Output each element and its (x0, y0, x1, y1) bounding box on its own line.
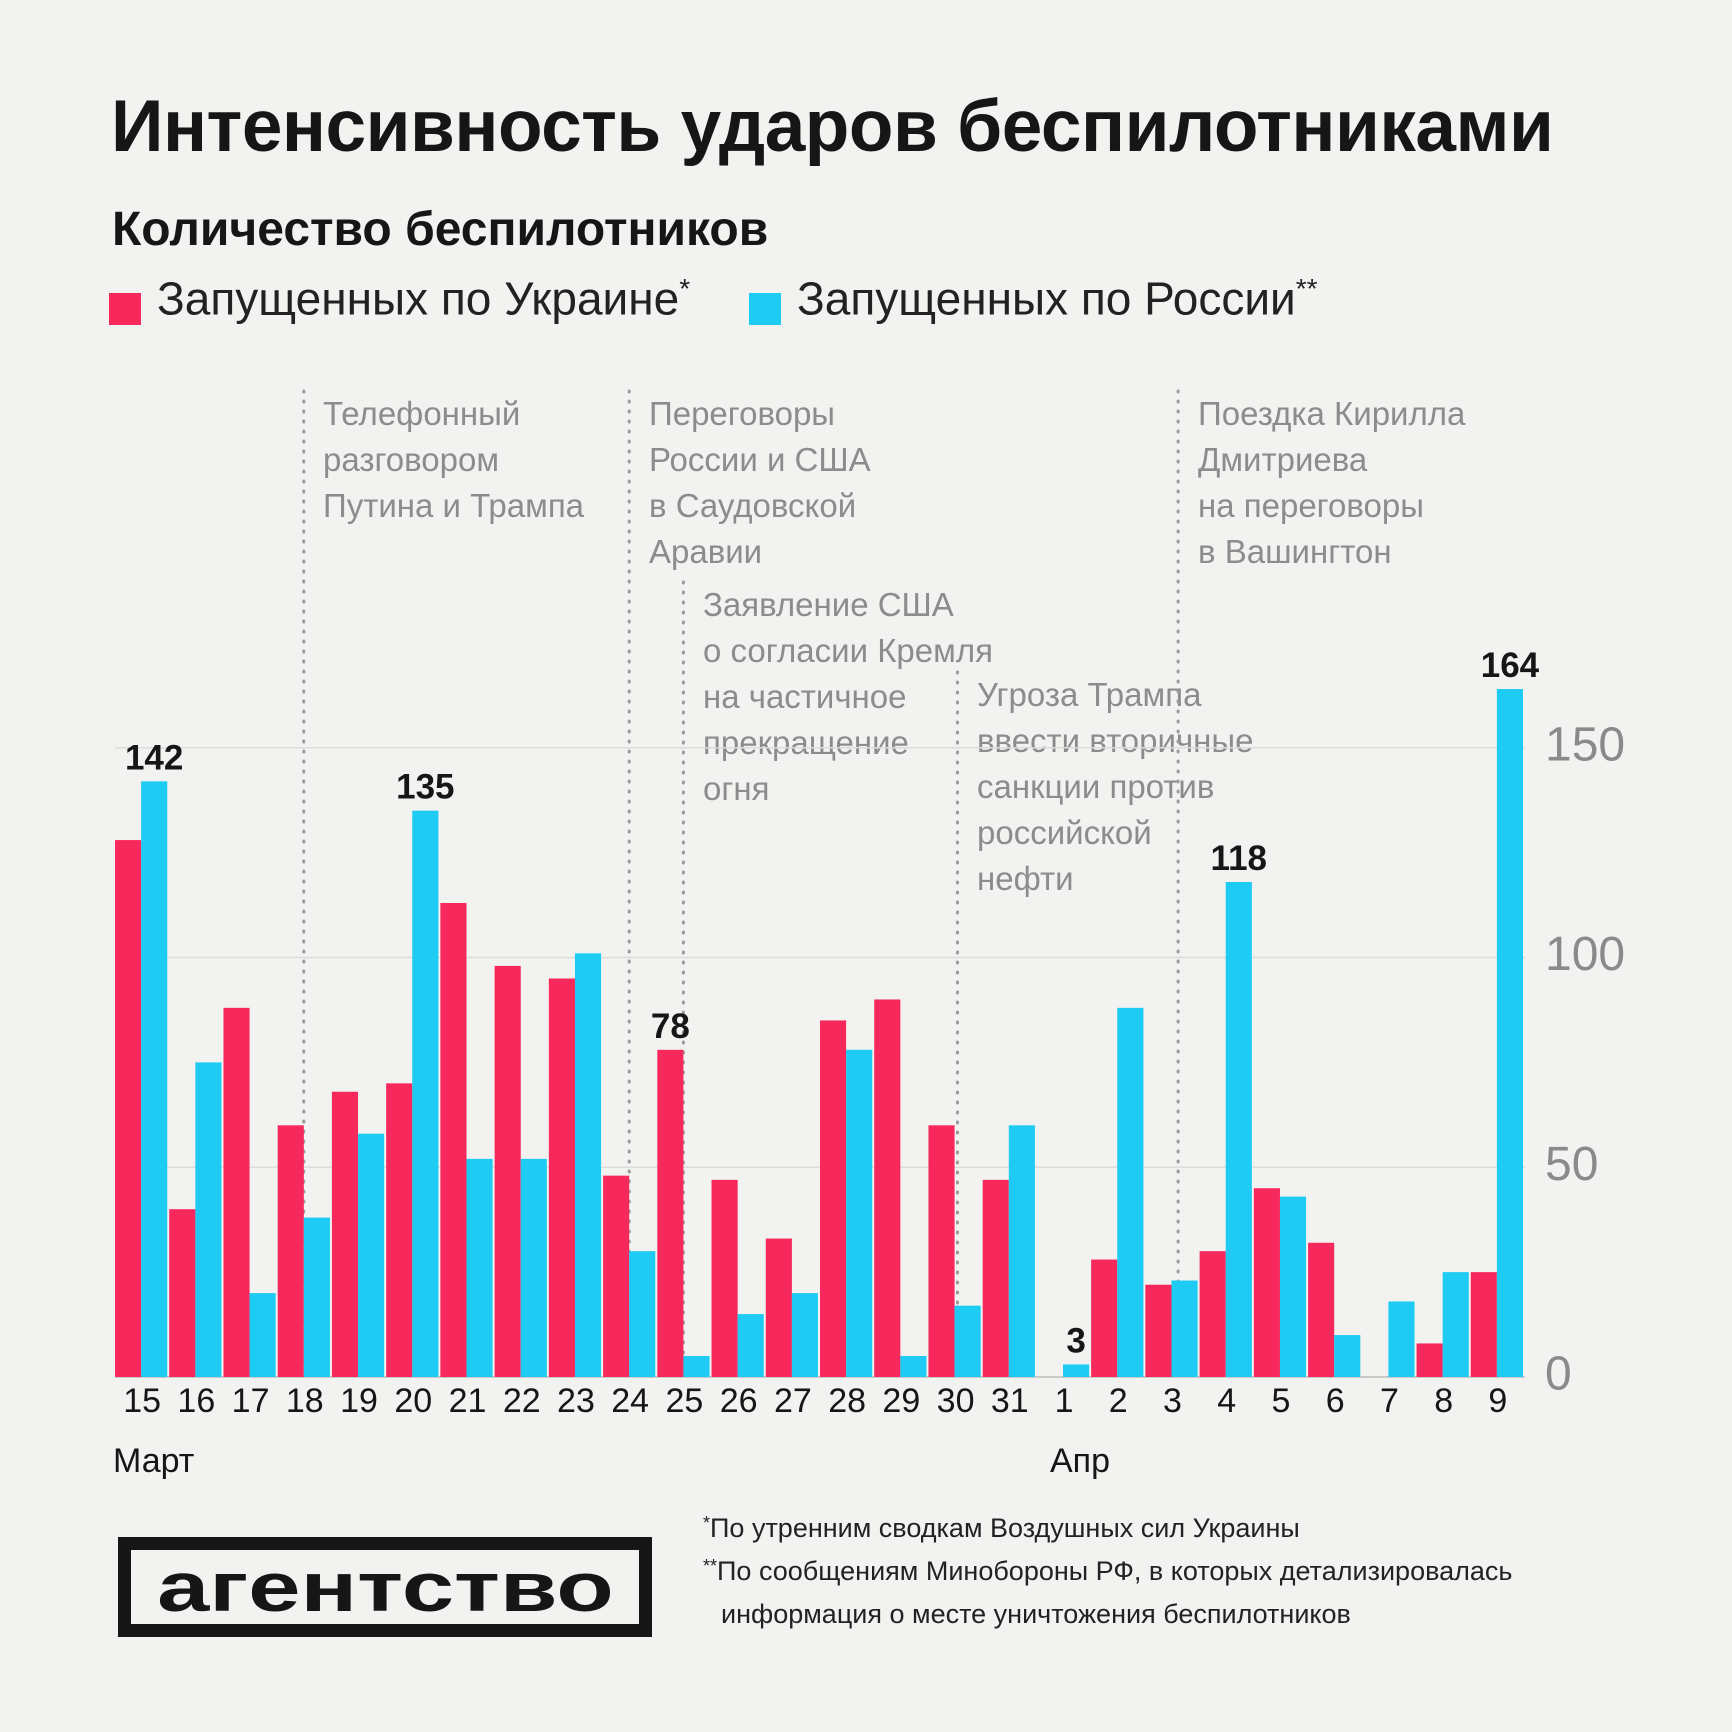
svg-text:118: 118 (1211, 839, 1267, 878)
svg-text:15: 15 (123, 1382, 161, 1420)
svg-text:164: 164 (1481, 646, 1540, 685)
svg-text:18: 18 (286, 1382, 324, 1420)
svg-text:4: 4 (1217, 1382, 1236, 1420)
svg-text:78: 78 (651, 1007, 690, 1046)
svg-text:3: 3 (1066, 1321, 1085, 1360)
svg-text:1: 1 (1055, 1382, 1074, 1420)
svg-text:0: 0 (1545, 1348, 1572, 1401)
svg-text:135: 135 (396, 768, 454, 807)
svg-text:29: 29 (882, 1382, 920, 1420)
svg-text:142: 142 (125, 738, 183, 777)
svg-text:6: 6 (1326, 1382, 1345, 1420)
svg-text:7: 7 (1380, 1382, 1399, 1420)
svg-text:26: 26 (720, 1382, 758, 1420)
svg-text:150: 150 (1545, 718, 1625, 771)
svg-text:23: 23 (557, 1382, 595, 1420)
svg-text:9: 9 (1488, 1382, 1507, 1420)
svg-text:100: 100 (1545, 928, 1625, 981)
svg-text:19: 19 (340, 1382, 378, 1420)
svg-text:2: 2 (1109, 1382, 1128, 1420)
svg-text:27: 27 (774, 1382, 812, 1420)
svg-text:20: 20 (394, 1382, 432, 1420)
svg-text:17: 17 (232, 1382, 270, 1420)
svg-text:31: 31 (991, 1382, 1029, 1420)
svg-text:25: 25 (666, 1382, 704, 1420)
svg-text:22: 22 (503, 1382, 541, 1420)
svg-text:8: 8 (1434, 1382, 1453, 1420)
svg-text:21: 21 (449, 1382, 487, 1420)
svg-text:3: 3 (1163, 1382, 1182, 1420)
svg-text:5: 5 (1271, 1382, 1290, 1420)
svg-text:30: 30 (937, 1382, 975, 1420)
svg-text:24: 24 (611, 1382, 649, 1420)
svg-text:28: 28 (828, 1382, 866, 1420)
svg-text:16: 16 (177, 1382, 215, 1420)
svg-text:50: 50 (1545, 1138, 1598, 1191)
